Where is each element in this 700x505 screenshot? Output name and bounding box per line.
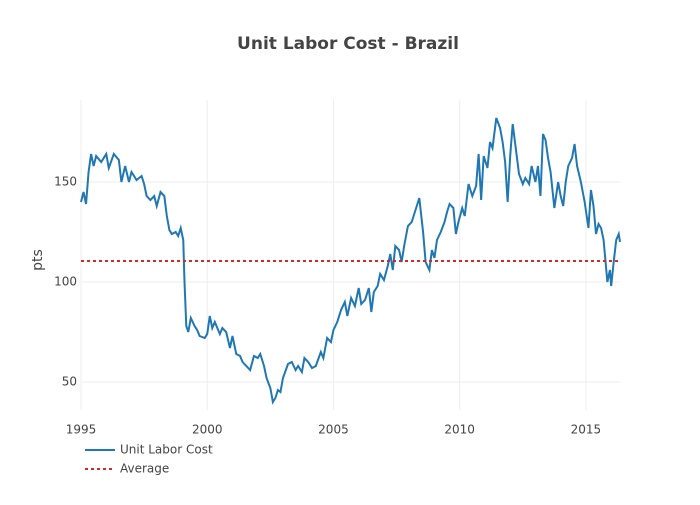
legend-label: Unit Labor Cost (120, 443, 213, 457)
x-tick-label: 2010 (444, 423, 475, 437)
legend-label: Average (120, 462, 169, 476)
y-axis-label: pts (30, 249, 46, 271)
x-tick-label: 2000 (192, 423, 223, 437)
x-tick-label: 1995 (66, 423, 97, 437)
y-tick-label: 100 (54, 275, 77, 289)
data-line (80, 117, 621, 405)
y-tick-label: 50 (62, 375, 77, 389)
x-tick-label: 2015 (571, 423, 602, 437)
x-tick-label: 2005 (318, 423, 349, 437)
chart-title: Unit Labor Cost - Brazil (237, 34, 459, 54)
y-tick-label: 150 (54, 175, 77, 189)
